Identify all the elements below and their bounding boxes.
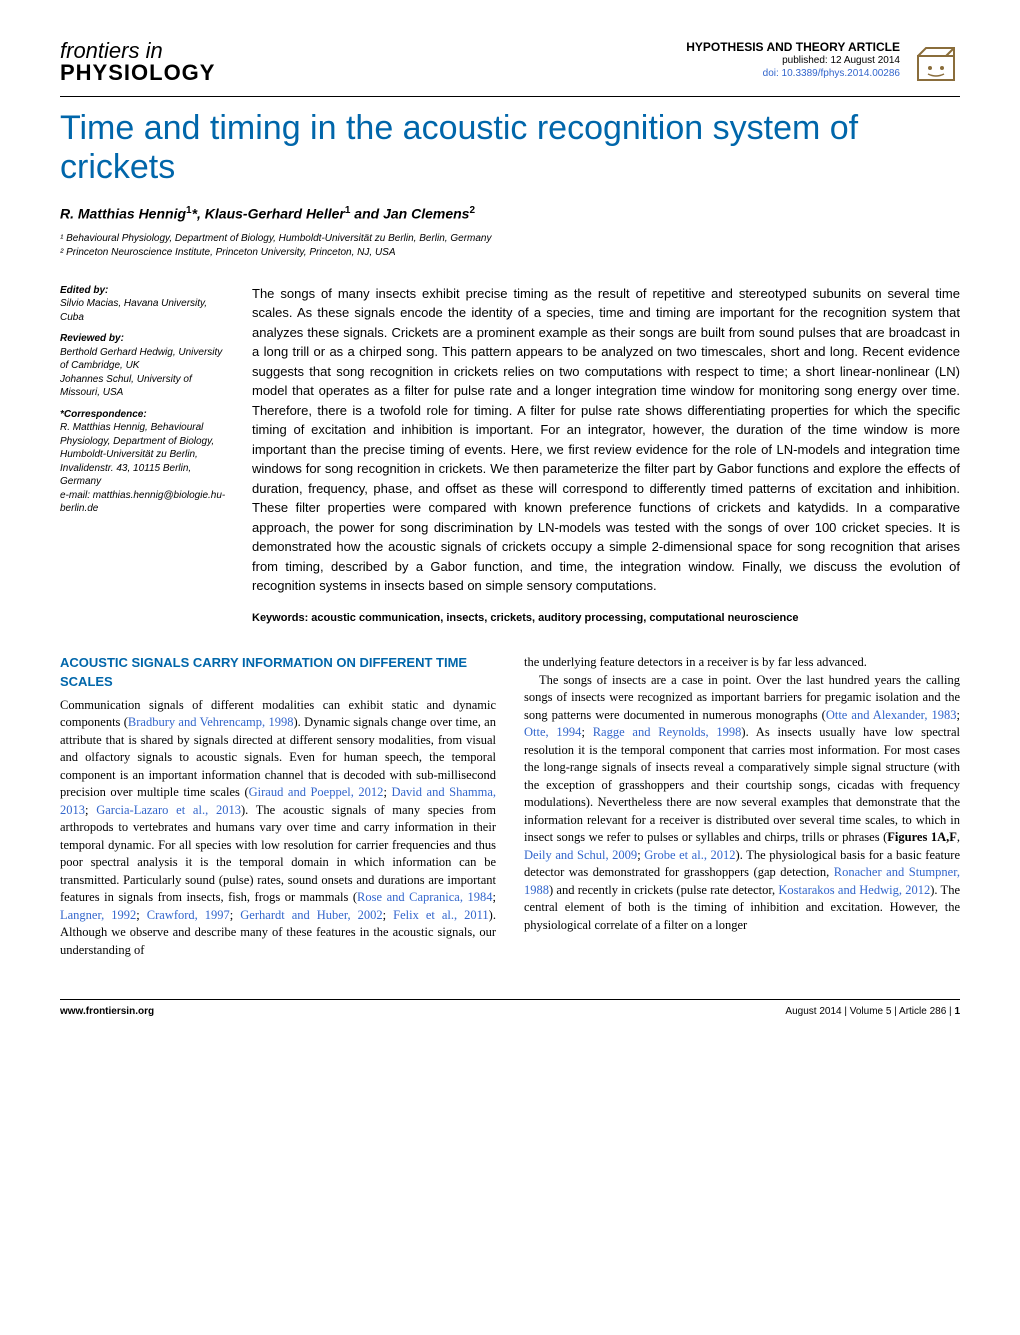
body-text: ; bbox=[136, 908, 146, 922]
abstract-block: Edited by: Silvio Macias, Havana Univers… bbox=[60, 284, 960, 627]
citation-link[interactable]: Bradbury and Vehrencamp, 1998 bbox=[128, 715, 294, 729]
affiliation-1: ¹ Behavioural Physiology, Department of … bbox=[60, 232, 960, 246]
body-text: ). As insects usually have low spectral … bbox=[524, 725, 960, 844]
citation-link[interactable]: Felix et al., 2011 bbox=[393, 908, 489, 922]
citation-link[interactable]: Langner, 1992 bbox=[60, 908, 136, 922]
citation-link[interactable]: Kostarakos and Hedwig, 2012 bbox=[778, 883, 930, 897]
authors-line: R. Matthias Hennig1*, Klaus-Gerhard Hell… bbox=[60, 205, 960, 222]
citation-link[interactable]: Giraud and Poeppel, 2012 bbox=[249, 785, 384, 799]
body-text: ). The acoustic signals of many species … bbox=[60, 803, 496, 905]
article-type: HYPOTHESIS AND THEORY ARTICLE bbox=[686, 40, 900, 54]
citation-link[interactable]: Gerhardt and Huber, 2002 bbox=[240, 908, 382, 922]
column-right: the underlying feature detectors in a re… bbox=[524, 654, 960, 959]
footer-page-number: 1 bbox=[954, 1006, 960, 1017]
body-text: ; bbox=[581, 725, 592, 739]
journal-logo-icon bbox=[912, 40, 960, 88]
column-left: ACOUSTIC SIGNALS CARRY INFORMATION ON DI… bbox=[60, 654, 496, 959]
citation-link[interactable]: Rose and Capranica, 1984 bbox=[357, 890, 492, 904]
abstract-body: The songs of many insects exhibit precis… bbox=[252, 286, 960, 594]
page: frontiers in PHYSIOLOGY HYPOTHESIS AND T… bbox=[0, 0, 1020, 1057]
body-columns: ACOUSTIC SIGNALS CARRY INFORMATION ON DI… bbox=[60, 654, 960, 959]
body-text: ; bbox=[230, 908, 240, 922]
citation-link[interactable]: Grobe et al., 2012 bbox=[644, 848, 735, 862]
edited-by-heading: Edited by: bbox=[60, 284, 232, 298]
section-heading-1: ACOUSTIC SIGNALS CARRY INFORMATION ON DI… bbox=[60, 654, 496, 690]
journal-name: frontiers in PHYSIOLOGY bbox=[60, 40, 215, 84]
body-text: ; bbox=[493, 890, 496, 904]
abstract-text: The songs of many insects exhibit precis… bbox=[252, 284, 960, 627]
edited-by-name: Silvio Macias, Havana University, Cuba bbox=[60, 297, 232, 324]
journal-name-top: frontiers in bbox=[60, 40, 215, 62]
correspondence-heading: *Correspondence: bbox=[60, 408, 232, 422]
body-text: ; bbox=[957, 708, 960, 722]
correspondence-email[interactable]: e-mail: matthias.hennig@biologie.hu-berl… bbox=[60, 489, 232, 516]
citation-link[interactable]: Crawford, 1997 bbox=[147, 908, 230, 922]
reviewed-by-heading: Reviewed by: bbox=[60, 332, 232, 346]
reviewed-by-1: Berthold Gerhard Hedwig, University of C… bbox=[60, 346, 232, 373]
figure-reference: Figures 1A,F bbox=[887, 830, 957, 844]
citation-link[interactable]: Otte and Alexander, 1983 bbox=[826, 708, 957, 722]
body-text: ; bbox=[383, 908, 393, 922]
body-text: ; bbox=[85, 803, 96, 817]
doi-link[interactable]: doi: 10.3389/fphys.2014.00286 bbox=[686, 67, 900, 80]
affiliations: ¹ Behavioural Physiology, Department of … bbox=[60, 232, 960, 260]
header-row: frontiers in PHYSIOLOGY HYPOTHESIS AND T… bbox=[60, 40, 960, 88]
affiliation-2: ² Princeton Neuroscience Institute, Prin… bbox=[60, 246, 960, 260]
footer-issue: August 2014 | Volume 5 | Article 286 | 1 bbox=[785, 1006, 960, 1017]
body-text: , bbox=[957, 830, 960, 844]
citation-link[interactable]: Ragge and Reynolds, 1998 bbox=[593, 725, 742, 739]
reviewed-by-2: Johannes Schul, University of Missouri, … bbox=[60, 373, 232, 400]
body-text: ) and recently in crickets (pulse rate d… bbox=[549, 883, 778, 897]
footer-issue-text: August 2014 | Volume 5 | Article 286 | bbox=[785, 1006, 954, 1017]
correspondence-address: R. Matthias Hennig, Behavioural Physiolo… bbox=[60, 421, 232, 489]
keywords: Keywords: acoustic communication, insect… bbox=[252, 610, 960, 627]
citation-link[interactable]: Deily and Schul, 2009 bbox=[524, 848, 637, 862]
citation-link[interactable]: Otte, 1994 bbox=[524, 725, 581, 739]
article-title: Time and timing in the acoustic recognit… bbox=[60, 109, 960, 187]
footer-url[interactable]: www.frontiersin.org bbox=[60, 1006, 154, 1017]
header-right-wrap: HYPOTHESIS AND THEORY ARTICLE published:… bbox=[686, 40, 960, 88]
header-right: HYPOTHESIS AND THEORY ARTICLE published:… bbox=[686, 40, 900, 80]
citation-link[interactable]: Garcia-Lazaro et al., 2013 bbox=[96, 803, 241, 817]
published-date: published: 12 August 2014 bbox=[686, 54, 900, 67]
journal-name-bottom: PHYSIOLOGY bbox=[60, 62, 215, 84]
header-divider bbox=[60, 96, 960, 97]
body-text: the underlying feature detectors in a re… bbox=[524, 655, 867, 669]
editorial-sidebar: Edited by: Silvio Macias, Havana Univers… bbox=[60, 284, 232, 627]
footer: www.frontiersin.org August 2014 | Volume… bbox=[60, 999, 960, 1017]
